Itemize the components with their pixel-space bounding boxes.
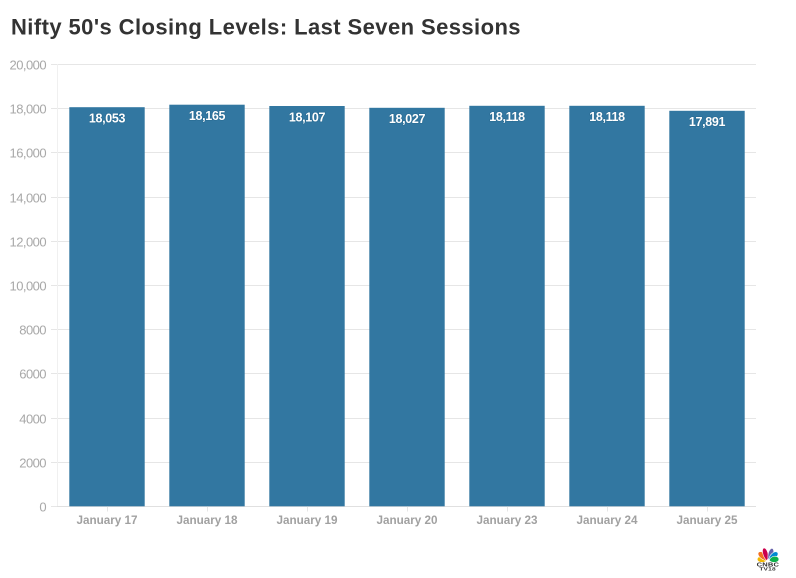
svg-text:16,000: 16,000 [10,146,47,161]
svg-text:18,118: 18,118 [589,110,625,124]
svg-text:January 20: January 20 [376,514,438,527]
svg-text:18,027: 18,027 [389,112,426,126]
svg-text:January 17: January 17 [76,514,137,527]
svg-text:17,891: 17,891 [689,115,726,129]
svg-text:20,000: 20,000 [10,58,47,73]
svg-text:January 19: January 19 [276,514,338,527]
svg-text:TV18: TV18 [759,567,776,572]
svg-text:0: 0 [39,500,46,515]
svg-text:18,053: 18,053 [89,112,126,126]
svg-text:January 24: January 24 [576,514,638,527]
svg-text:18,000: 18,000 [10,102,47,117]
svg-text:CNBC: CNBC [757,562,780,569]
svg-text:18,107: 18,107 [289,110,326,124]
svg-text:January 18: January 18 [176,514,238,527]
svg-text:4000: 4000 [19,412,46,427]
svg-text:January 25: January 25 [676,514,738,527]
svg-text:6000: 6000 [19,367,46,382]
svg-text:8000: 8000 [19,323,46,338]
svg-text:12,000: 12,000 [10,235,47,250]
svg-text:18,118: 18,118 [489,110,525,124]
svg-text:January 23: January 23 [476,514,538,527]
svg-text:Nifty 50's Closing Levels: Las: Nifty 50's Closing Levels: Last Seven Se… [11,15,521,40]
svg-text:10,000: 10,000 [10,279,47,294]
svg-text:2000: 2000 [19,456,46,471]
svg-text:14,000: 14,000 [10,191,47,206]
svg-text:18,165: 18,165 [189,109,226,123]
